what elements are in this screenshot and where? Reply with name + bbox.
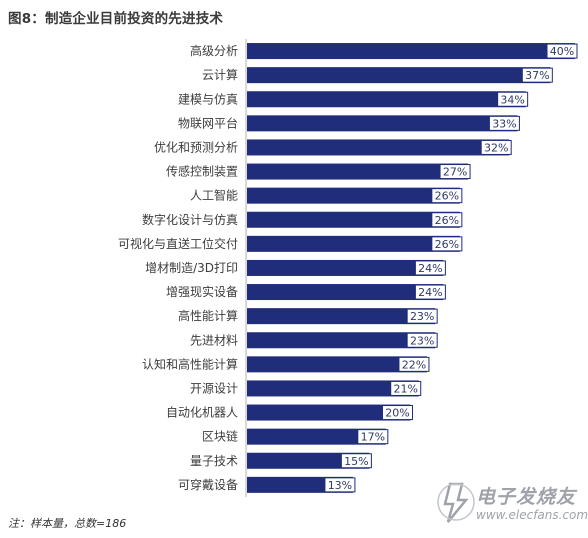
category-label: 自动化机器人 xyxy=(166,406,238,420)
bar xyxy=(247,211,460,228)
category-label: 先进材料 xyxy=(190,333,238,347)
value-label: 22% xyxy=(402,358,426,371)
value-label: 27% xyxy=(443,166,467,179)
value-label-box xyxy=(340,453,372,469)
chart-title: 图8：制造企业目前投资的先进技术 xyxy=(8,11,224,27)
value-label-box xyxy=(406,332,438,348)
value-label: 23% xyxy=(410,334,434,347)
value-label: 20% xyxy=(385,407,409,420)
value-label-box xyxy=(414,284,446,300)
value-label-box xyxy=(439,164,471,180)
value-label: 15% xyxy=(344,455,368,468)
category-label: 优化和预测分析 xyxy=(154,140,238,154)
value-label-box xyxy=(382,405,413,421)
category-label: 区块链 xyxy=(202,429,238,444)
value-label: 24% xyxy=(418,286,442,299)
value-label: 13% xyxy=(328,479,352,492)
bar xyxy=(247,67,551,84)
bar xyxy=(247,428,386,445)
category-label: 增材制造/3D打印 xyxy=(145,261,238,275)
bar xyxy=(247,380,419,397)
value-label-box xyxy=(521,67,553,83)
bar xyxy=(247,404,411,421)
category-label: 数字化设计与仿真 xyxy=(142,212,238,227)
bar xyxy=(247,235,460,252)
category-label: 物联网平台 xyxy=(178,115,238,130)
bar xyxy=(247,115,518,132)
value-label-box xyxy=(546,43,578,59)
watermark: 电子发烧友 www.elecfans.com xyxy=(436,480,588,532)
category-label: 建模与仿真 xyxy=(178,92,238,106)
value-label: 37% xyxy=(525,69,549,82)
category-label: 传感控制装置 xyxy=(166,164,238,179)
category-label: 高性能计算 xyxy=(178,308,238,323)
value-label: 24% xyxy=(418,262,442,275)
value-label: 34% xyxy=(500,93,524,106)
value-label: 32% xyxy=(484,141,508,154)
value-label: 40% xyxy=(550,45,574,58)
value-label: 33% xyxy=(492,117,516,130)
bar xyxy=(247,187,460,204)
watermark-logo-icon xyxy=(437,482,475,523)
value-label: 17% xyxy=(361,431,385,444)
watermark-url: www.elecfans.com xyxy=(476,508,588,522)
value-label-box xyxy=(406,308,438,324)
category-label: 高级分析 xyxy=(190,43,238,58)
value-label-box xyxy=(357,429,389,445)
value-label-box xyxy=(431,212,463,228)
category-label: 可视化与直送工位交付 xyxy=(118,236,238,251)
bar xyxy=(247,356,427,373)
bar xyxy=(247,332,436,349)
value-label-box xyxy=(431,236,463,252)
value-label: 21% xyxy=(393,382,417,395)
bar xyxy=(247,139,510,156)
bar xyxy=(247,163,469,180)
bar xyxy=(247,259,444,276)
value-label-box xyxy=(414,260,446,276)
value-label: 26% xyxy=(435,190,459,203)
category-label: 增强现实设备 xyxy=(166,284,238,299)
value-label-box xyxy=(497,91,529,107)
category-label: 人工智能 xyxy=(190,188,238,203)
category-label: 可穿戴设备 xyxy=(178,477,238,492)
bar xyxy=(247,284,444,301)
category-label: 开源设计 xyxy=(190,381,238,395)
bar xyxy=(247,452,370,469)
bar xyxy=(247,308,436,325)
value-label-box xyxy=(324,477,356,493)
value-label: 26% xyxy=(435,238,459,251)
value-label-box xyxy=(398,356,430,372)
watermark-brand: 电子发烧友 xyxy=(476,486,577,508)
value-label-box xyxy=(431,188,463,204)
category-label: 认知和高性能计算 xyxy=(142,356,238,371)
value-label-box xyxy=(488,115,520,131)
value-label: 26% xyxy=(435,214,459,227)
value-label-box xyxy=(480,139,512,155)
bar xyxy=(247,43,575,60)
value-label: 23% xyxy=(410,310,434,323)
bar xyxy=(247,91,526,108)
category-label: 量子技术 xyxy=(190,454,238,468)
footnote: 注：样本量，总数=186 xyxy=(8,517,127,530)
category-label: 云计算 xyxy=(202,67,238,82)
value-label-box xyxy=(390,380,422,396)
